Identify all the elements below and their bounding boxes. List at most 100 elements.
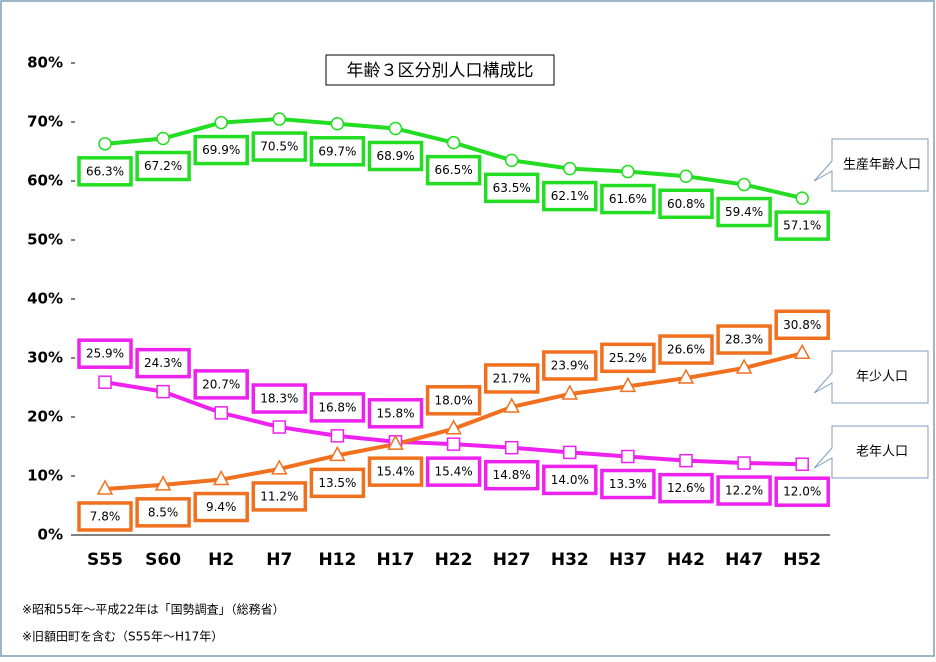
value-label-box	[309, 467, 366, 499]
value-label: 15.4%	[376, 465, 414, 479]
marker	[621, 164, 635, 179]
value-label: 15.8%	[376, 406, 414, 420]
value-label-box	[483, 363, 540, 394]
value-label: 57.1%	[774, 210, 830, 241]
marker	[214, 406, 228, 420]
value-label-box	[716, 324, 772, 355]
x-tick-label: H47	[725, 550, 763, 570]
value-label-box	[658, 188, 714, 220]
value-label: 66.5%	[435, 163, 473, 177]
marker	[563, 161, 577, 176]
marker	[795, 457, 809, 471]
value-label: 13.5%	[318, 476, 356, 490]
marker	[504, 153, 519, 168]
y-tick-label: 50%	[27, 231, 63, 249]
value-label: 7.8%	[77, 501, 133, 532]
value-label: 62.1%	[542, 180, 598, 212]
marker	[504, 440, 519, 455]
marker	[621, 449, 635, 464]
value-label-box	[600, 342, 656, 374]
value-label-box	[193, 369, 249, 400]
value-label: 59.4%	[716, 196, 772, 228]
value-label: 9.4%	[206, 500, 237, 514]
value-label-box	[542, 180, 598, 212]
value-label: 66.5%	[425, 154, 482, 186]
marker	[98, 375, 112, 389]
value-label: 69.9%	[193, 134, 249, 166]
value-label: 8.5%	[135, 497, 191, 528]
value-label: 28.3%	[725, 333, 763, 347]
value-label-box	[193, 491, 249, 523]
value-label: 28.3%	[716, 324, 772, 355]
value-label: 12.6%	[658, 472, 714, 504]
marker	[212, 469, 230, 486]
value-label-box	[425, 154, 482, 186]
value-label: 18.0%	[425, 385, 482, 416]
marker	[735, 358, 753, 374]
value-label: 66.3%	[77, 156, 133, 187]
value-label: 57.1%	[783, 219, 821, 233]
value-label-box	[483, 459, 540, 491]
value-label: 11.2%	[251, 481, 308, 512]
value-label-box	[774, 476, 830, 507]
value-label-box	[135, 150, 191, 182]
marker	[272, 420, 287, 434]
value-label-box	[309, 136, 366, 167]
title-box	[325, 54, 555, 86]
marker	[677, 368, 695, 384]
x-tick-label: H27	[493, 550, 531, 570]
value-label: 15.4%	[435, 465, 473, 479]
value-label-box	[542, 350, 598, 381]
value-label: 24.3%	[144, 356, 182, 370]
value-label: 14.8%	[493, 468, 531, 482]
value-label-box	[77, 156, 133, 187]
marker	[737, 177, 751, 192]
value-label: 15.8%	[367, 398, 424, 429]
x-tick-label: S55	[87, 550, 123, 570]
y-tick-label: 0%	[38, 526, 63, 544]
y-tick-label: 10%	[27, 467, 63, 485]
value-label: 14.0%	[542, 464, 598, 496]
marker	[330, 117, 345, 131]
value-label-box	[135, 497, 191, 528]
value-label: 30.8%	[783, 318, 821, 332]
value-label-box	[425, 385, 482, 416]
marker	[445, 419, 462, 435]
y-tick-label: 60%	[27, 172, 63, 190]
x-tick-label: H42	[667, 550, 705, 570]
value-label: 12.6%	[667, 481, 705, 495]
marker	[96, 479, 114, 495]
marker	[154, 475, 172, 491]
value-label: 9.4%	[193, 491, 249, 523]
x-tick-label: H37	[609, 550, 647, 570]
value-label: 12.2%	[725, 484, 763, 498]
value-label: 16.8%	[318, 400, 356, 414]
marker	[156, 131, 170, 146]
value-label: 69.9%	[202, 143, 240, 157]
value-label: 62.1%	[551, 189, 589, 203]
x-tick-label: S60	[145, 550, 181, 570]
value-label-box	[716, 475, 772, 506]
marker	[388, 121, 403, 136]
value-label-box	[600, 468, 656, 500]
value-label: 63.5%	[483, 172, 540, 204]
y-tick-label: 70%	[27, 113, 63, 131]
value-label-box	[774, 309, 830, 341]
x-tick-label: H22	[435, 550, 473, 570]
value-label-box	[483, 172, 540, 204]
value-label: 67.2%	[144, 159, 182, 173]
marker	[679, 453, 693, 468]
marker	[446, 135, 461, 150]
x-tick-label: H17	[377, 550, 415, 570]
marker	[446, 437, 461, 451]
value-label-box	[309, 392, 366, 423]
note: ※旧額田町を含む（S55年～H17年）	[22, 629, 223, 644]
value-label: 13.3%	[609, 477, 647, 491]
value-label-box	[658, 334, 714, 365]
marker	[330, 429, 345, 443]
x-tick-label: H12	[318, 550, 356, 570]
value-label: 12.0%	[774, 476, 830, 507]
value-label: 24.3%	[135, 347, 191, 379]
marker	[793, 343, 811, 360]
